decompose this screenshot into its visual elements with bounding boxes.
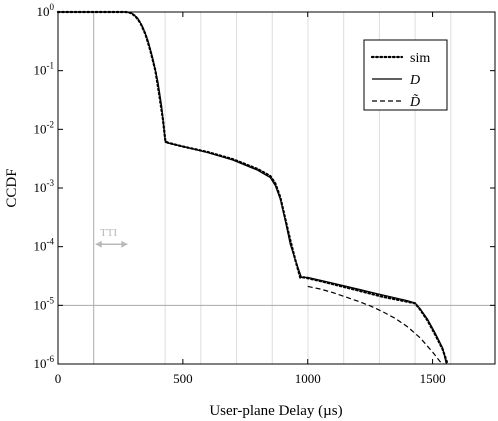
legend-label-sim: sim: [410, 51, 430, 66]
y-tick-label: 10-5: [34, 295, 55, 312]
x-tick-label: 500: [173, 371, 193, 386]
y-tick-label: 10-4: [34, 237, 55, 254]
y-tick-label: 10-6: [34, 354, 55, 371]
x-tick-label: 0: [55, 371, 62, 386]
tti-arrow-head-right: [121, 240, 128, 248]
legend-label-d: D: [409, 73, 420, 88]
tti-arrow-head-left: [95, 240, 102, 248]
y-tick-label: 10-3: [34, 178, 55, 195]
y-tick-label: 100: [37, 2, 55, 19]
legend: sim D D̃: [363, 39, 448, 111]
legend-box: [363, 39, 448, 111]
legend-label-d-tilde: D̃: [409, 94, 420, 110]
x-tick-label: 1000: [295, 371, 321, 386]
tti-label: TTI: [100, 227, 117, 239]
x-axis-title: User-plane Delay (µs): [209, 403, 342, 419]
series-line-d: [58, 11, 447, 365]
y-tick-label: 10-2: [34, 119, 55, 136]
ticks-layer: 0 500 1000 1500 100 10-1 10-2 10-3 10-4 10-5 10-6: [34, 2, 495, 386]
series-layer: [56, 10, 449, 366]
x-tick-label: 1500: [420, 371, 446, 386]
grid-layer: [58, 12, 495, 364]
y-axis-title: CCDF: [4, 168, 20, 207]
y-tick-label: 10-1: [34, 61, 55, 78]
series-line-d-tilde: [307, 285, 445, 365]
annotation-layer: TTI: [95, 227, 128, 248]
